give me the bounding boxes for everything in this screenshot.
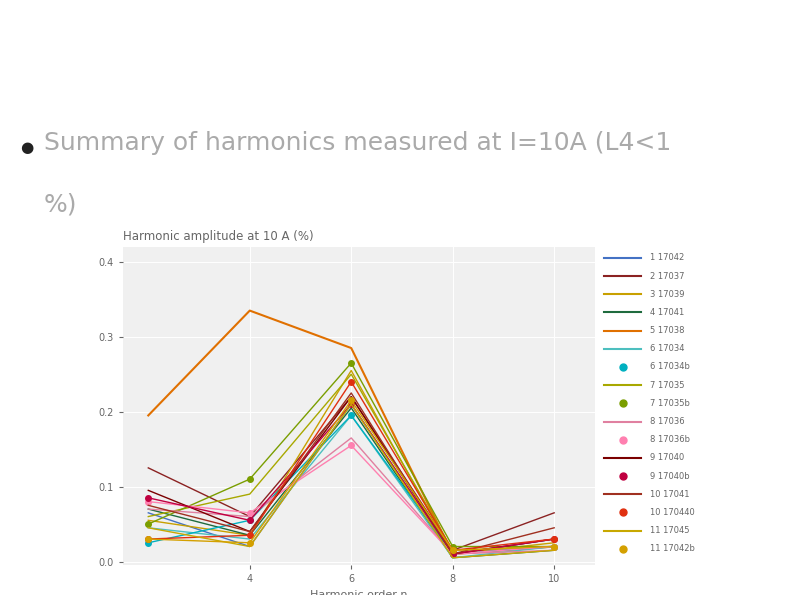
- Text: ●: ●: [20, 140, 33, 155]
- Text: Harmonic amplitude at 10 A (%): Harmonic amplitude at 10 A (%): [123, 230, 313, 243]
- Text: 4 17041: 4 17041: [649, 308, 684, 317]
- Text: 9 17040: 9 17040: [649, 453, 684, 462]
- X-axis label: Harmonic order n: Harmonic order n: [310, 590, 408, 595]
- Text: 6 17034: 6 17034: [649, 345, 684, 353]
- Text: 6 17034b: 6 17034b: [649, 362, 690, 371]
- Text: %): %): [44, 192, 77, 216]
- Text: 5 17038: 5 17038: [649, 326, 684, 335]
- Text: 2 17037: 2 17037: [649, 271, 684, 280]
- Text: 1 17042: 1 17042: [649, 253, 684, 262]
- Text: 3 17039: 3 17039: [649, 290, 684, 299]
- Text: 7 17035: 7 17035: [649, 381, 684, 390]
- Text: 9 17040b: 9 17040b: [649, 472, 689, 481]
- Text: 7 17035b: 7 17035b: [649, 399, 690, 408]
- Text: 8 17036b: 8 17036b: [649, 435, 690, 444]
- Text: Magnetic measurements: Magnetic measurements: [146, 42, 647, 77]
- Text: 11 17045: 11 17045: [649, 526, 689, 535]
- Text: 11 17042b: 11 17042b: [649, 544, 695, 553]
- Text: 10 170440: 10 170440: [649, 508, 695, 517]
- Text: 10 17041: 10 17041: [649, 490, 689, 499]
- Text: Summary of harmonics measured at I=10A (L4<1: Summary of harmonics measured at I=10A (…: [44, 130, 671, 155]
- Text: 8 17036: 8 17036: [649, 417, 684, 426]
